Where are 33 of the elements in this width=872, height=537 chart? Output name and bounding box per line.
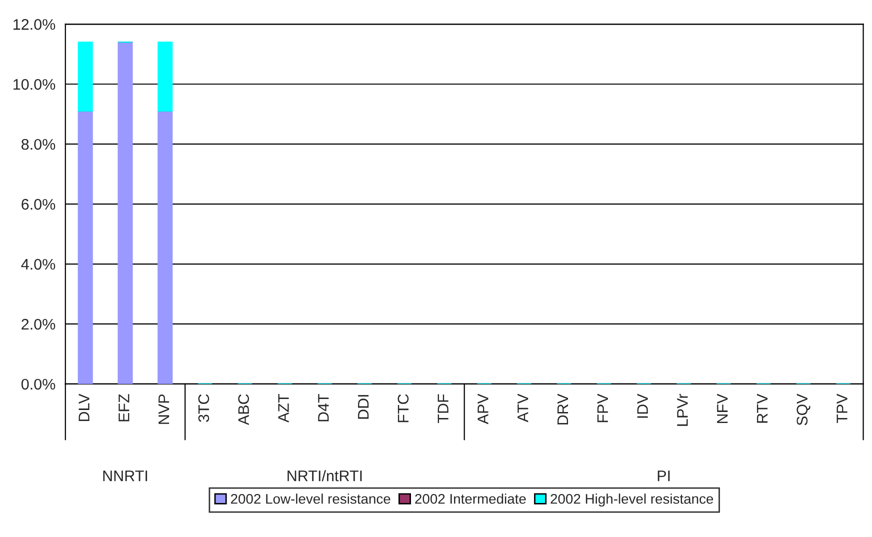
x-tick-label: AZT <box>278 394 289 422</box>
y-tick-label: 10.0% <box>14 79 56 90</box>
legend-label: 2002 Low-level resistance <box>230 494 390 504</box>
y-tick-label: 4.0% <box>21 258 56 270</box>
x-tick-label: 3TC <box>198 394 210 422</box>
y-tick-label: 12.0% <box>14 19 56 30</box>
x-tick-label: DDI <box>358 395 369 419</box>
text: NNRTI <box>103 470 148 482</box>
x-tick-label: IDV <box>637 394 648 418</box>
y-tick-label: 2.0% <box>22 318 56 330</box>
x-tick-label: D4T <box>318 394 329 422</box>
y-tick-label: 8.0% <box>22 138 56 150</box>
x-tick-label: APV <box>478 394 488 424</box>
x-tick-label: EFZ <box>118 394 130 422</box>
x-tick-label: TPV <box>836 394 848 424</box>
x-tick-label: LPVr <box>677 394 688 426</box>
x-tick-label: RTV <box>756 394 768 423</box>
y-tick-label: 6.0% <box>22 198 56 210</box>
x-tick-label: FPV <box>597 394 608 422</box>
x-tick-label: NFV <box>717 394 728 423</box>
x-tick-label: ATV <box>518 394 528 422</box>
x-tick-label: FTC <box>398 394 409 422</box>
x-tick-label: TDF <box>438 394 448 424</box>
text: NRTI/ntRTI <box>288 470 362 482</box>
x-tick-label: SQV <box>796 394 810 426</box>
text: PI <box>658 470 670 482</box>
x-tick-label: DLV <box>78 394 90 422</box>
x-tick-label: DRV <box>558 394 568 424</box>
x-tick-label: NVP <box>158 394 170 424</box>
legend-label: 2002 Intermediate <box>415 494 526 504</box>
legend-label: 2002 High-level resistance <box>550 494 714 507</box>
y-tick-label: 0.0% <box>21 378 56 390</box>
x-tick-label: ABC <box>238 394 250 426</box>
